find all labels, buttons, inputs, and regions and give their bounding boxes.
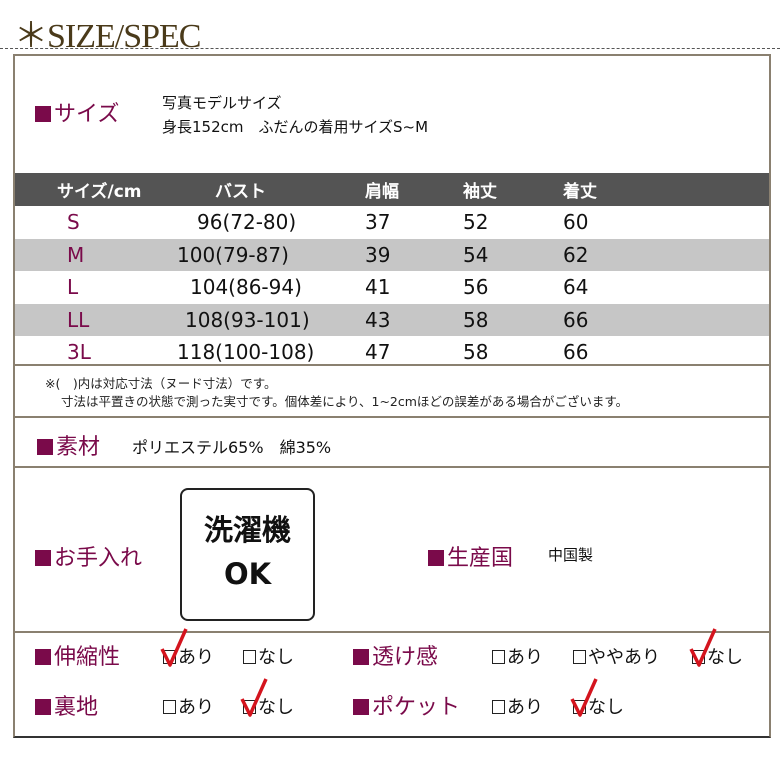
checkbox[interactable] — [160, 628, 188, 667]
cell: LL — [15, 303, 165, 336]
care-section: お手入れ 洗濯機 OK 生産国 中国製 — [15, 468, 769, 633]
option-label: あり — [507, 697, 543, 718]
sheer-option[interactable]: なし — [689, 628, 743, 669]
option-label: なし — [258, 647, 294, 668]
cell: M — [15, 238, 165, 271]
size-label: サイズ — [35, 96, 119, 128]
stretch-option[interactable]: あり — [160, 628, 214, 669]
note-line2: 寸法は平置きの状態で測った実寸です。個体差により、1~2cmほどの誤差がある場合… — [61, 394, 629, 409]
cell: 37 — [365, 210, 391, 235]
option-label: あり — [507, 647, 543, 668]
checkbox[interactable] — [492, 700, 505, 714]
table-header: サイズ/cm バスト 肩幅 袖丈 着丈 — [15, 173, 769, 206]
pocket-option[interactable]: なし — [570, 678, 624, 719]
col-length: 着丈 — [563, 173, 769, 206]
material-label: 素材 — [37, 429, 100, 461]
spec-box: サイズ 写真モデルサイズ 身長152cm ふだんの着用サイズS~M サイズ/cm… — [13, 54, 771, 738]
size-table: サイズ/cm バスト 肩幅 袖丈 着丈 S 96(72-80) 37 52 60 M 10… — [15, 173, 769, 369]
cell: 43 — [365, 303, 463, 336]
checkbox[interactable] — [243, 650, 256, 664]
cell: 118(100-108) — [177, 340, 315, 365]
divider — [0, 48, 780, 49]
cell: 58 — [463, 340, 489, 365]
checkmark-icon — [240, 678, 268, 717]
pocket-label: ポケット — [353, 689, 460, 721]
lining-option[interactable]: なし — [240, 678, 294, 719]
cell: 52 — [463, 210, 489, 235]
checkbox[interactable] — [689, 628, 717, 667]
col-size: サイズ/cm — [15, 173, 165, 206]
lining-option[interactable]: あり — [163, 693, 214, 719]
washing-machine-ok-badge: 洗濯機 OK — [180, 488, 315, 621]
origin-value: 中国製 — [548, 546, 594, 564]
col-bust: バスト — [165, 173, 365, 206]
cell: 56 — [463, 275, 489, 300]
table-row: M 100(79-87) 39 54 62 — [15, 238, 769, 271]
option-label: なし — [588, 697, 624, 718]
cell: 41 — [365, 275, 391, 300]
checkbox[interactable] — [163, 700, 176, 714]
option-label: ややあり — [588, 647, 660, 668]
size-section: サイズ 写真モデルサイズ 身長152cm ふだんの着用サイズS~M サイズ/cm… — [15, 56, 769, 366]
cell: 66 — [563, 303, 769, 336]
option-label: あり — [178, 647, 214, 668]
checkmark-icon — [689, 628, 717, 667]
badge-line2: OK — [223, 557, 272, 591]
cell: 3L — [67, 340, 91, 365]
notes-section: ※( )内は対応寸法（ヌード寸法）です。 寸法は平置きの状態で測った実寸です。個… — [15, 366, 769, 418]
table-row: S 96(72-80) 37 52 60 — [15, 206, 769, 239]
sheer-option[interactable]: あり — [492, 643, 543, 669]
checkmark-icon — [570, 678, 598, 717]
page-title: ＊SIZE/SPEC — [14, 18, 201, 55]
cell: 108(93-101) — [165, 303, 365, 336]
checkbox[interactable] — [240, 678, 268, 717]
pocket-option[interactable]: あり — [492, 693, 543, 719]
col-sleeve: 袖丈 — [463, 173, 563, 206]
lining-label: 裏地 — [35, 689, 98, 721]
cell: 100(79-87) — [165, 238, 365, 271]
care-label: お手入れ — [35, 540, 142, 572]
checkmark-icon — [160, 628, 188, 667]
sheer-label: 透け感 — [353, 639, 438, 671]
checkbox[interactable] — [570, 678, 598, 717]
table-row: L 104(86-94) 41 56 64 — [15, 271, 769, 304]
cell: 47 — [365, 340, 391, 365]
material-section: 素材 ポリエステル65% 綿35% — [15, 418, 769, 468]
table-row: 3L 118(100-108) 47 58 66 — [15, 336, 769, 369]
model-info-line1: 写真モデルサイズ — [162, 94, 282, 112]
table-row: LL 108(93-101) 43 58 66 — [15, 303, 769, 336]
stretch-label: 伸縮性 — [35, 639, 120, 671]
cell: 39 — [365, 238, 463, 271]
option-label: あり — [178, 697, 214, 718]
cell: 104(86-94) — [190, 275, 302, 300]
cell: L — [67, 275, 79, 300]
stretch-option[interactable]: なし — [243, 643, 294, 669]
cell: 54 — [463, 238, 563, 271]
checkbox[interactable] — [573, 650, 586, 664]
cell: 64 — [563, 275, 589, 300]
sheer-option[interactable]: ややあり — [573, 643, 660, 669]
badge-line1: 洗濯機 — [203, 513, 291, 547]
option-label: なし — [258, 697, 294, 718]
cell: 60 — [563, 210, 589, 235]
cell: S — [67, 210, 80, 235]
note-line1: ※( )内は対応寸法（ヌード寸法）です。 — [45, 376, 277, 391]
model-info-line2: 身長152cm ふだんの着用サイズS~M — [162, 118, 429, 136]
cell: 66 — [563, 340, 589, 365]
cell: 96(72-80) — [197, 210, 297, 235]
option-label: なし — [707, 647, 743, 668]
material-value: ポリエステル65% 綿35% — [132, 438, 332, 457]
origin-label: 生産国 — [428, 540, 513, 572]
checkbox[interactable] — [492, 650, 505, 664]
cell: 62 — [563, 238, 769, 271]
col-shoulder: 肩幅 — [365, 173, 463, 206]
cell: 58 — [463, 303, 563, 336]
